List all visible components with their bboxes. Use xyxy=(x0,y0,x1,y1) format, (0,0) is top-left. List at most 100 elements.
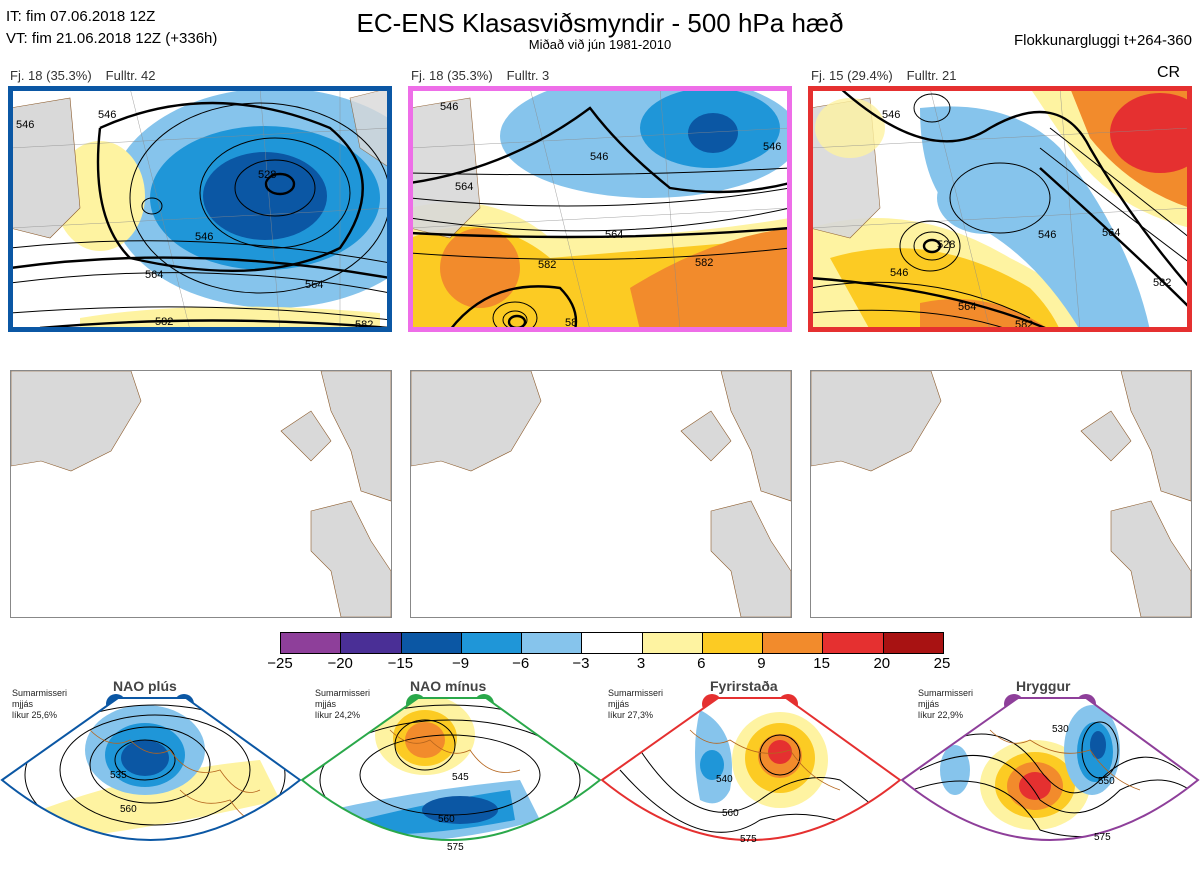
contour-label: 546 xyxy=(16,119,34,131)
contour-label: 582 xyxy=(155,316,173,328)
cluster-1-fj: Fj. 18 (35.3%) xyxy=(10,68,92,83)
empty-map-1 xyxy=(10,370,392,618)
cluster-1-map: 546 546 528 546 564 564 582 582 xyxy=(10,88,390,330)
regime-1-likelihood: líkur 25,6% xyxy=(12,710,58,720)
colorbar xyxy=(280,632,944,654)
contour-label: 540 xyxy=(716,774,733,785)
contour-label: 560 xyxy=(722,808,739,819)
colorbar-tick-label: 15 xyxy=(813,655,830,672)
contour-label: 582 xyxy=(1153,277,1171,289)
regime-1-season: Sumarmisseri xyxy=(12,688,68,698)
contour-label: 550 xyxy=(1098,776,1115,787)
regime-2-name: NAO mínus xyxy=(410,678,487,694)
colorbar-tick-label: 20 xyxy=(873,655,891,672)
colorbar-tick-label: 9 xyxy=(757,655,766,672)
cluster-3-label: Fj. 15 (29.4%) Fulltr. 21 xyxy=(811,68,971,83)
empty-map-3 xyxy=(810,370,1192,618)
colorbar-tick-label: −9 xyxy=(451,655,470,672)
regime-1-info: Sumarmisseri mjjás líkur 25,6% xyxy=(12,688,67,721)
cr-label: CR xyxy=(1157,64,1181,81)
contour-label: 564 xyxy=(958,301,976,313)
contour-label: 546 xyxy=(763,141,781,153)
colorbar-swatch xyxy=(522,633,583,653)
cluster-2-fulltr: Fulltr. 3 xyxy=(506,68,550,83)
regime-1-anomaly: mjjás xyxy=(12,699,34,709)
regime-4-fan-outline xyxy=(900,697,1200,841)
contour-label: 535 xyxy=(110,770,127,781)
cluster-2-label: Fj. 18 (35.3%) Fulltr. 3 xyxy=(411,68,563,83)
regime-4-name: Hryggur xyxy=(1016,678,1071,694)
contour-label: 560 xyxy=(120,804,137,815)
cluster-1-fulltr: Fulltr. 42 xyxy=(105,68,156,83)
colorbar-swatch xyxy=(281,633,342,653)
contour-label: 546 xyxy=(890,267,908,279)
regime-3-info: Sumarmisseri mjjás líkur 27,3% xyxy=(608,688,663,721)
contour-label: 582 xyxy=(355,319,373,330)
page-title: EC-ENS Klasasviðsmyndir - 500 hPa hæð xyxy=(356,8,844,38)
contour-label: 564 xyxy=(145,269,163,281)
regime-2-fan-outline xyxy=(300,697,602,841)
contour-label: 582 xyxy=(1015,319,1033,330)
contour-label: 546 xyxy=(1038,229,1056,241)
contour-label: 564 xyxy=(455,181,473,193)
regime-4-season: Sumarmisseri xyxy=(918,688,974,698)
regime-3-anomaly: mjjás xyxy=(608,699,630,709)
regime-fans: 535 560 545 560 575 xyxy=(0,697,1200,853)
colorbar-tick-label: −20 xyxy=(327,655,353,672)
colorbar-tick-label: −6 xyxy=(512,655,530,672)
regime-2-likelihood: líkur 24,2% xyxy=(315,710,361,720)
colorbar-swatch xyxy=(823,633,884,653)
regime-1-map xyxy=(2,698,300,840)
regime-2-anomaly: mjjás xyxy=(315,699,337,709)
colorbar-swatch xyxy=(763,633,824,653)
contour-label: 528 xyxy=(937,239,955,251)
regime-1-fan-outline xyxy=(0,697,302,841)
contour-label: 546 xyxy=(98,109,116,121)
cluster-2-map: 546 546 564 564 546 582 582 58 xyxy=(410,88,790,330)
contour-label: 546 xyxy=(590,151,608,163)
cluster-3-fulltr: Fulltr. 21 xyxy=(906,68,957,83)
cluster-3-map: 546 546 528 546 564 564 582 582 xyxy=(810,88,1190,330)
contour-label: 546 xyxy=(440,101,458,113)
regime-3-fan-outline xyxy=(600,697,902,841)
colorbar-tick-label: 3 xyxy=(636,655,646,672)
regime-1-name: NAO plús xyxy=(113,678,177,694)
initial-time: IT: fim 07.06.2018 12Z xyxy=(6,8,156,25)
colorbar-swatch xyxy=(642,633,703,653)
contour-label: 545 xyxy=(452,772,469,783)
regime-2-info: Sumarmisseri mjjás líkur 24,2% xyxy=(315,688,370,721)
colorbar-swatch xyxy=(341,633,402,653)
colorbar-swatch xyxy=(702,633,764,653)
contour-label: 528 xyxy=(258,169,276,181)
contour-label: 575 xyxy=(1094,832,1111,843)
colorbar-swatch xyxy=(401,633,462,653)
contour-label: 582 xyxy=(538,259,556,271)
regime-3-season: Sumarmisseri xyxy=(608,688,664,698)
regime-4-likelihood: líkur 22,9% xyxy=(918,710,964,720)
contour-label: 564 xyxy=(305,279,323,291)
valid-time: VT: fim 21.06.2018 12Z (+336h) xyxy=(6,30,218,47)
empty-map-2 xyxy=(410,370,792,618)
colorbar-tick-label: 25 xyxy=(933,655,951,672)
contour-label: 560 xyxy=(438,814,455,825)
classification-window: Flokkunargluggi t+264-360 xyxy=(1013,32,1192,49)
cluster-3-fj: Fj. 15 (29.4%) xyxy=(811,68,893,83)
regime-4-anomaly: mjjás xyxy=(918,699,940,709)
regime-3-name: Fyrirstaða xyxy=(710,678,778,694)
contour-label: 564 xyxy=(605,229,623,241)
contour-label: 546 xyxy=(882,109,900,121)
colorbar-tick-label: −15 xyxy=(387,655,414,672)
contour-label: 58 xyxy=(565,317,577,329)
cluster-2-fj: Fj. 18 (35.3%) xyxy=(411,68,493,83)
colorbar-swatch xyxy=(461,633,523,653)
colorbar-tick-label: −25 xyxy=(267,655,293,672)
contour-label: 564 xyxy=(1102,227,1120,239)
contour-label: 582 xyxy=(695,257,713,269)
colorbar-tick-label: −3 xyxy=(572,655,590,672)
cluster-1-label: Fj. 18 (35.3%) Fulltr. 42 xyxy=(10,68,170,83)
regime-3-likelihood: líkur 27,3% xyxy=(608,710,654,720)
contour-label: 575 xyxy=(447,842,464,853)
page-subtitle: Miðað við jún 1981-2010 xyxy=(528,37,672,52)
colorbar-swatch xyxy=(883,633,943,653)
contour-label: 530 xyxy=(1052,724,1069,735)
